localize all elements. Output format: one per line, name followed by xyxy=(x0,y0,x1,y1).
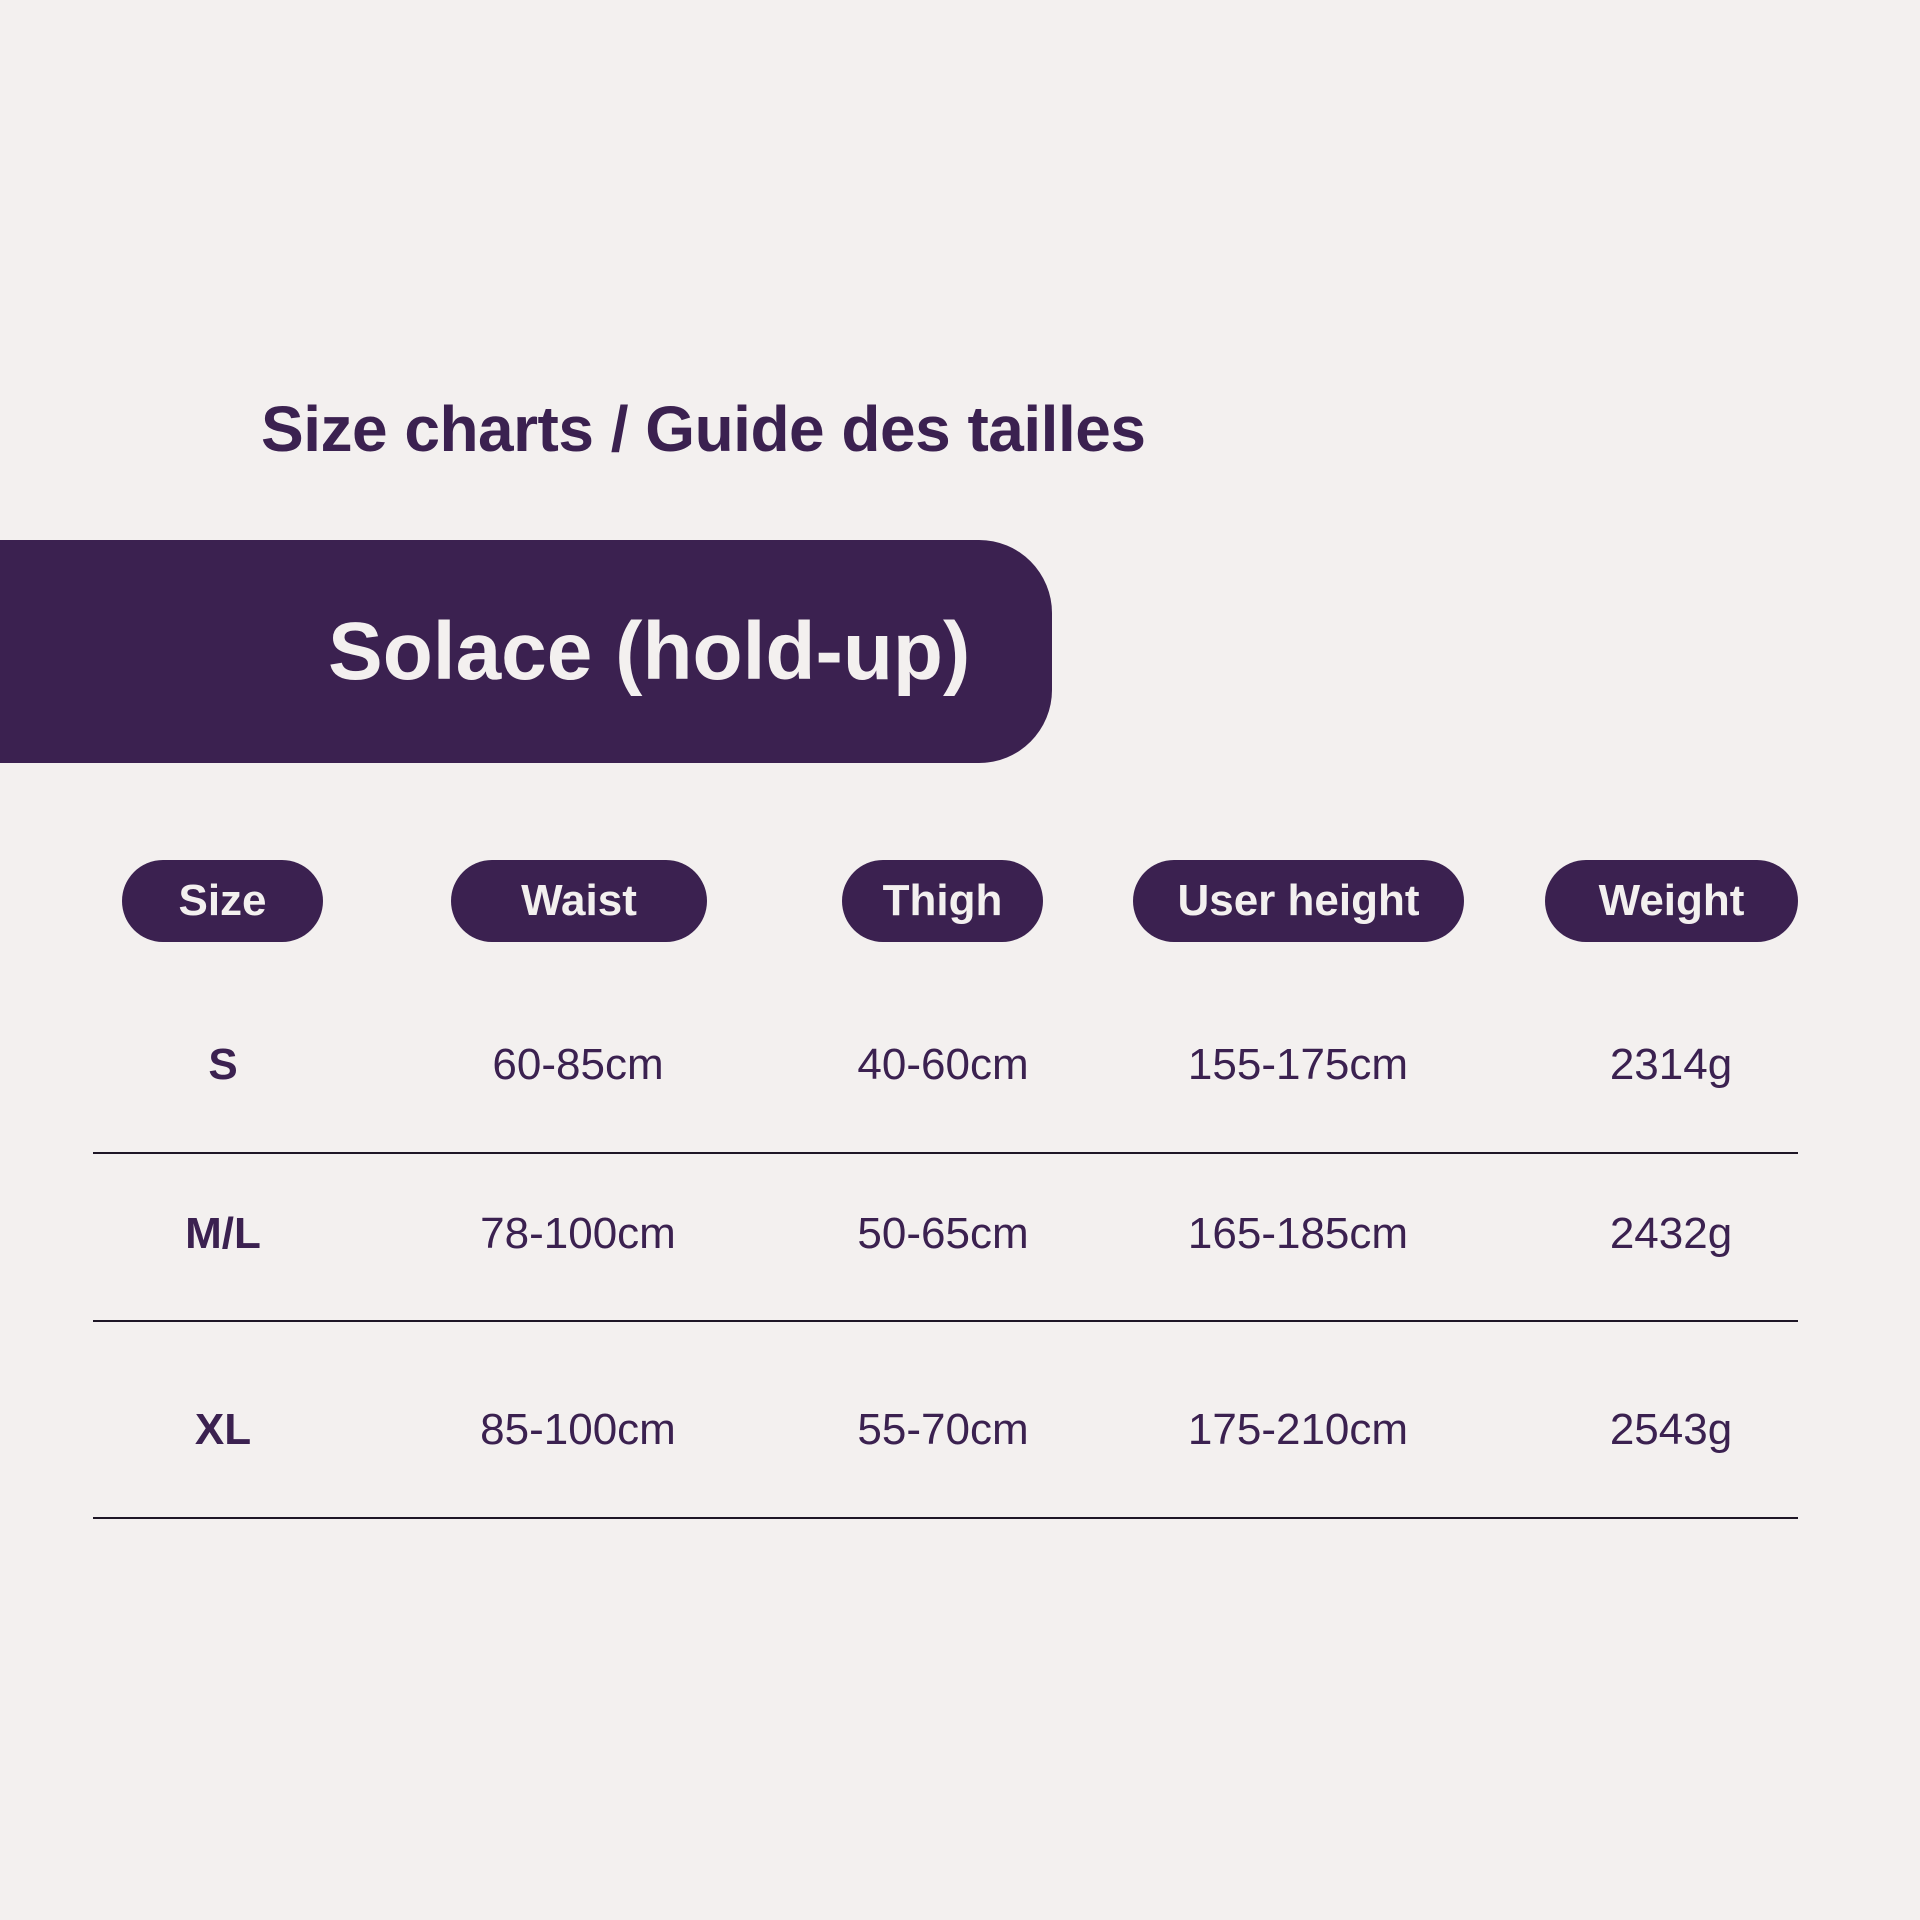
cell-size: M/L xyxy=(185,1209,261,1258)
product-name: Solace (hold-up) xyxy=(328,606,971,697)
cell-size: XL xyxy=(194,1405,252,1454)
cell-thigh: 40-60cm xyxy=(857,1040,1029,1089)
header-size: Size xyxy=(122,860,323,942)
cell-waist: 60-85cm xyxy=(492,1040,664,1089)
cell-weight: 2543g xyxy=(1609,1405,1733,1454)
cell-user-height: 175-210cm xyxy=(1187,1405,1409,1454)
row-divider xyxy=(93,1320,1798,1322)
row-divider xyxy=(93,1152,1798,1154)
cell-weight: 2432g xyxy=(1609,1209,1733,1258)
header-thigh: Thigh xyxy=(842,860,1043,942)
cell-weight: 2314g xyxy=(1609,1040,1733,1089)
cell-size: S xyxy=(208,1040,238,1089)
cell-user-height: 155-175cm xyxy=(1187,1040,1409,1089)
page-title: Size charts / Guide des tailles xyxy=(261,393,1146,465)
cell-user-height: 165-185cm xyxy=(1187,1209,1409,1258)
header-user-height: User height xyxy=(1133,860,1464,942)
header-weight: Weight xyxy=(1545,860,1798,942)
row-divider xyxy=(93,1517,1798,1519)
cell-waist: 78-100cm xyxy=(480,1209,676,1258)
product-banner: Solace (hold-up) xyxy=(0,540,1052,763)
cell-waist: 85-100cm xyxy=(480,1405,676,1454)
cell-thigh: 55-70cm xyxy=(857,1405,1029,1454)
cell-thigh: 50-65cm xyxy=(857,1209,1029,1258)
header-waist: Waist xyxy=(451,860,707,942)
